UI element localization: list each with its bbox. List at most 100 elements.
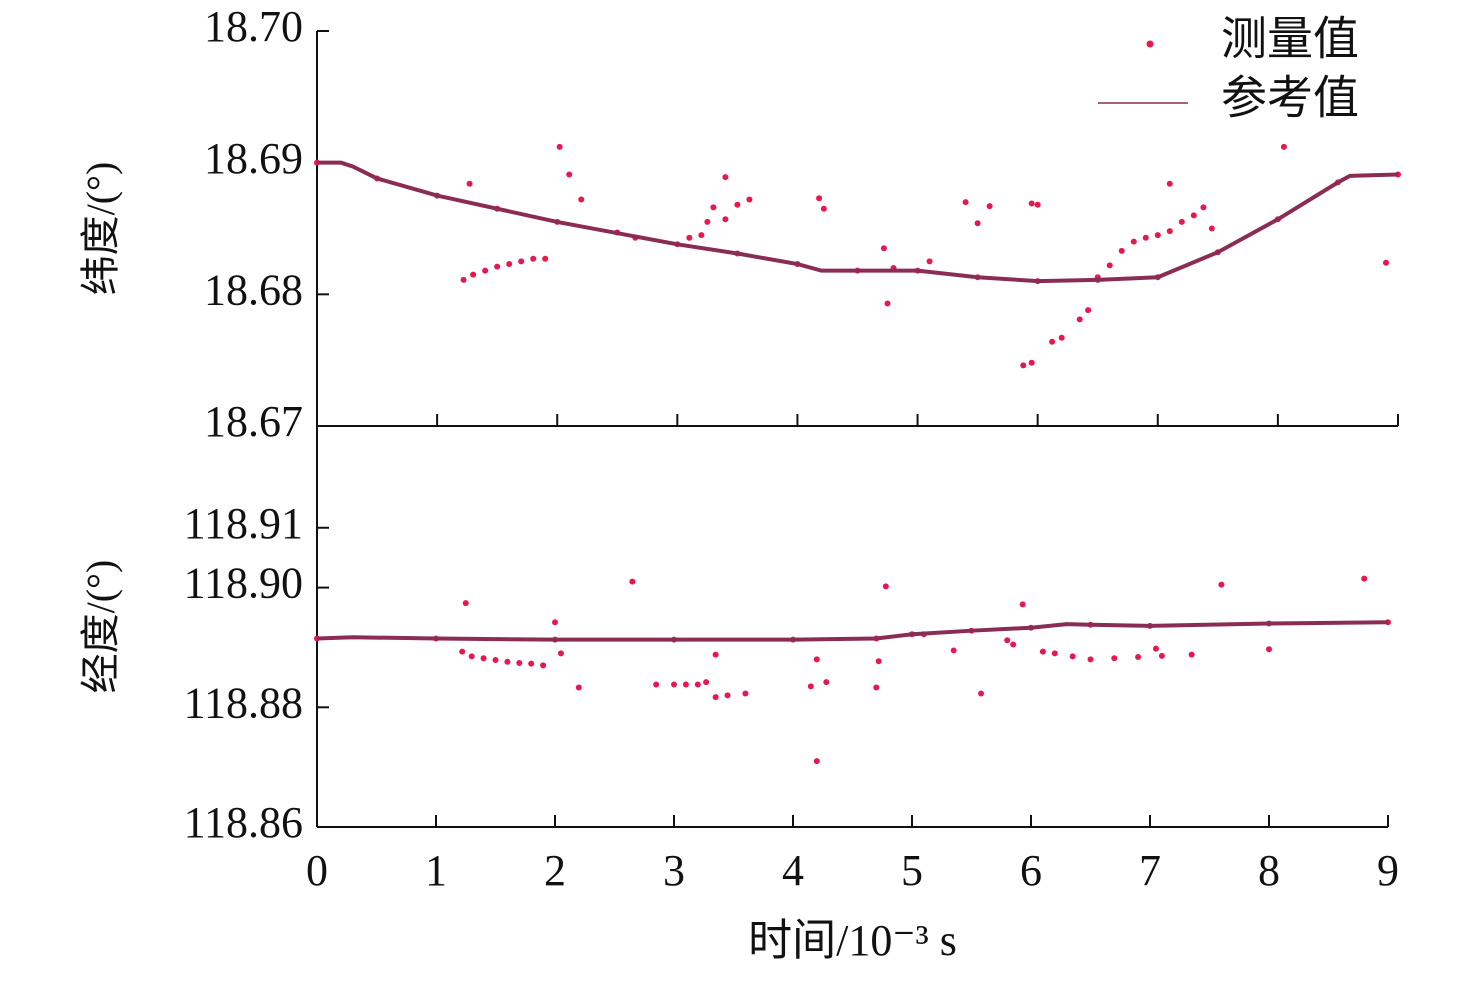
y-tick-label: 118.88 xyxy=(184,678,303,727)
measured-point xyxy=(557,650,564,657)
reference-line xyxy=(317,160,1399,284)
measured-point xyxy=(742,690,749,697)
measured-point xyxy=(492,657,499,664)
measured-point xyxy=(480,655,487,662)
measured-point xyxy=(1142,234,1149,241)
measured-point xyxy=(1058,334,1065,341)
x-tick-label: 5 xyxy=(901,846,923,895)
x-tick-label: 9 xyxy=(1377,846,1399,895)
y-tick-label: 118.86 xyxy=(184,798,303,847)
measured-point xyxy=(470,271,477,278)
measured-point xyxy=(1154,232,1161,239)
measured-point xyxy=(746,196,753,203)
reference-line xyxy=(316,620,1389,642)
measured-point xyxy=(504,658,511,665)
measured-point xyxy=(1106,262,1113,269)
measured-point xyxy=(686,234,693,241)
x-axis-label: 时间/10⁻³ s xyxy=(748,916,957,965)
measured-point xyxy=(1010,641,1017,648)
measured-point xyxy=(816,195,823,202)
measured-point xyxy=(629,578,636,585)
x-tick-label: 4 xyxy=(782,846,804,895)
measured-point xyxy=(1087,656,1094,663)
measured-point xyxy=(882,583,889,590)
measured-point xyxy=(875,658,882,665)
measured-point xyxy=(1111,655,1118,662)
measured-point xyxy=(704,218,711,225)
measured-point xyxy=(1208,225,1215,232)
measured-point xyxy=(578,196,585,203)
measured-point xyxy=(1118,247,1125,254)
measured-point xyxy=(724,692,731,699)
measured-point xyxy=(974,220,981,227)
measured-point xyxy=(682,681,689,688)
measured-point xyxy=(494,263,501,270)
measured-point xyxy=(978,690,985,697)
measured-point xyxy=(722,216,729,223)
measured-point xyxy=(1361,575,1368,582)
measured-point xyxy=(460,276,467,283)
measured-point xyxy=(552,619,558,626)
measured-point xyxy=(1266,646,1272,653)
measured-point xyxy=(540,662,547,669)
measured-point xyxy=(1051,650,1058,657)
x-tick-label: 7 xyxy=(1139,846,1161,895)
measured-point xyxy=(459,648,466,655)
measured-point xyxy=(1200,204,1207,211)
measured-point xyxy=(1085,307,1092,314)
measured-point xyxy=(575,684,582,691)
measured-point xyxy=(1076,316,1083,323)
measured-point xyxy=(1039,648,1046,655)
measured-point xyxy=(542,255,549,262)
y-tick-label: 118.91 xyxy=(184,499,303,548)
measured-point xyxy=(1218,581,1225,588)
measured-point xyxy=(566,171,573,178)
measured-point xyxy=(873,684,880,691)
measured-point xyxy=(468,653,475,660)
measured-point xyxy=(1158,652,1165,659)
measured-point xyxy=(1152,645,1159,652)
measured-point xyxy=(1135,654,1142,661)
measured-point xyxy=(462,600,469,607)
y-tick-label: 118.90 xyxy=(184,559,303,608)
x-tick-label: 3 xyxy=(663,846,685,895)
measured-point xyxy=(1034,201,1041,208)
legend-label: 参考值 xyxy=(1221,73,1359,124)
measured-point xyxy=(516,660,523,667)
legend-label: 测量值 xyxy=(1221,14,1359,65)
measured-point xyxy=(1166,228,1173,235)
measured-point xyxy=(694,681,701,688)
legend-marker xyxy=(1146,40,1154,48)
measured-point xyxy=(671,681,677,688)
measured-point xyxy=(1019,601,1026,608)
measured-point xyxy=(703,679,710,686)
measured-point xyxy=(813,656,820,663)
x-tick-label: 8 xyxy=(1258,846,1280,895)
measured-point xyxy=(962,199,969,206)
measured-point xyxy=(518,258,525,265)
y-tick-label: 18.67 xyxy=(204,397,303,446)
measured-point xyxy=(698,232,705,239)
measured-point xyxy=(712,694,719,701)
measured-point xyxy=(466,180,473,187)
measured-point xyxy=(506,261,513,268)
measured-point xyxy=(1166,180,1173,187)
measured-point xyxy=(712,651,719,658)
measured-point xyxy=(813,758,820,765)
measured-point xyxy=(1049,338,1056,345)
measured-point xyxy=(1028,200,1035,207)
y-axis-label: 经度/(°) xyxy=(78,560,123,694)
measured-point xyxy=(884,300,891,307)
measured-point xyxy=(528,660,535,667)
y-tick-label: 18.70 xyxy=(204,2,303,51)
measured-point xyxy=(482,267,489,274)
measured-point xyxy=(823,679,830,686)
x-tick-label: 1 xyxy=(425,846,447,895)
measured-point xyxy=(710,204,717,211)
measured-point xyxy=(1069,653,1076,660)
measured-point xyxy=(926,258,933,265)
measured-point xyxy=(1130,238,1137,245)
measured-point xyxy=(1178,218,1185,225)
x-tick-label: 6 xyxy=(1020,846,1042,895)
